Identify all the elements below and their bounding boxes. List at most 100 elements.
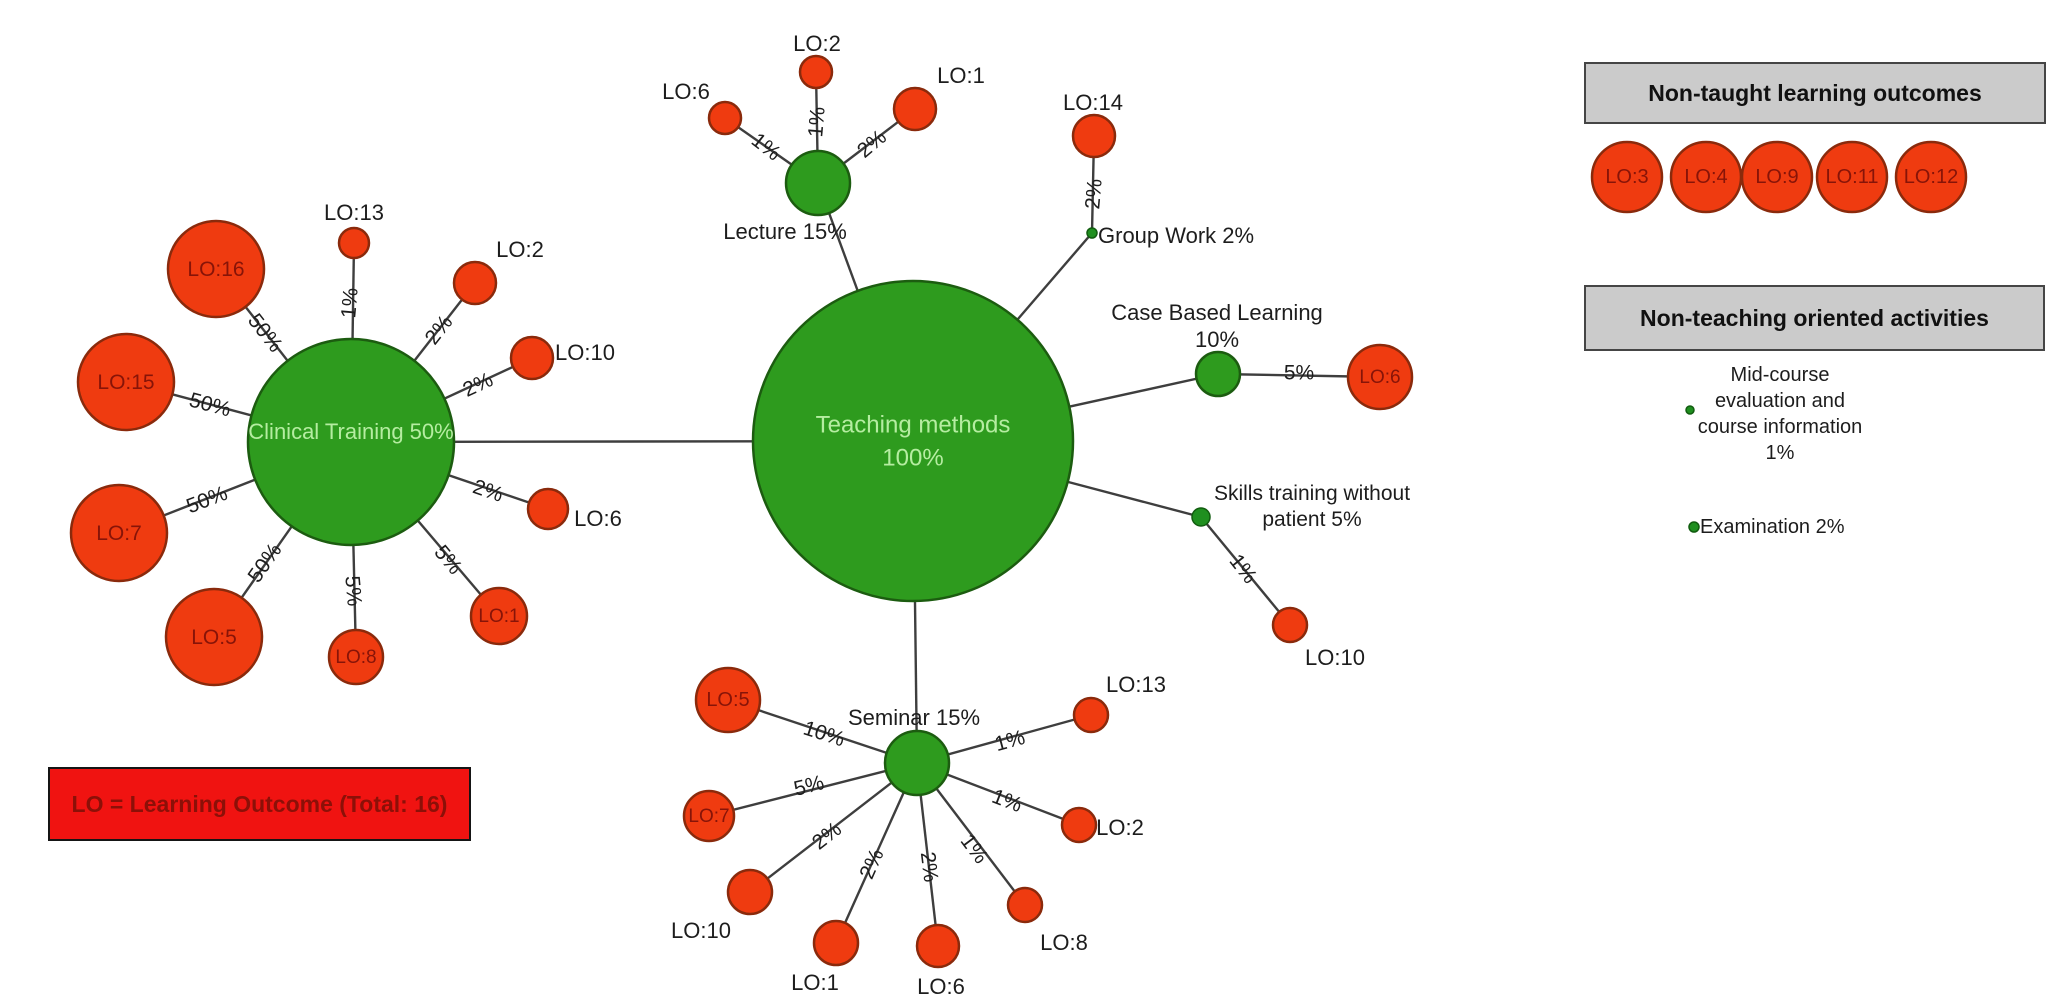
node-l1c — [812, 919, 860, 967]
node-l2c — [1060, 806, 1098, 844]
node-lec — [784, 149, 852, 217]
node-l5b — [694, 666, 762, 734]
non-teaching-header: Non-teaching oriented activities — [1584, 285, 2045, 351]
node-r12 — [1894, 140, 1968, 214]
label-case-based-learning-10: Case Based Learning 10% — [1111, 300, 1323, 352]
edge-label-1-4: 1% — [337, 287, 363, 319]
label-lo-6-3: LO:6 — [574, 506, 622, 531]
node-l7b — [682, 789, 736, 843]
edge-label-50-2: 50% — [183, 482, 230, 519]
node-label-l7a: LO:7 — [96, 522, 142, 545]
edge-label-1-22: 1% — [989, 785, 1026, 817]
node-l7a — [69, 483, 169, 583]
node-label-l7b: LO:7 — [688, 806, 729, 827]
node-label-l15: LO:15 — [97, 371, 154, 394]
edge-label-1-21: 1% — [956, 830, 993, 868]
lo-legend-box: LO = Learning Outcome (Total: 16) — [48, 767, 471, 841]
node-r9 — [1740, 140, 1814, 214]
node-mid — [1685, 405, 1695, 415]
node-skl — [1191, 507, 1211, 527]
node-label-r11: LO:11 — [1826, 166, 1879, 188]
node-l10c — [726, 868, 774, 916]
node-l8b — [1006, 886, 1044, 924]
node-label-l5a: LO:5 — [191, 626, 237, 649]
node-r11 — [1815, 140, 1889, 214]
label-lo-2-1: LO:2 — [496, 237, 544, 262]
node-label-l5b: LO:5 — [706, 689, 749, 711]
node-exm — [1688, 521, 1700, 533]
label-lo-6-4: LO:6 — [662, 79, 710, 104]
edge-label-2-20: 2% — [916, 851, 943, 884]
node-tm — [751, 279, 1075, 603]
edge-label-50-1: 50% — [187, 388, 234, 421]
edge-label-2-13: 2% — [1081, 178, 1107, 210]
node-label-tm: Teaching methods 100% — [816, 411, 1011, 471]
node-label-l8a: LO:8 — [335, 647, 376, 668]
node-label-l6c: LO:6 — [1359, 367, 1400, 388]
label-lecture-15-8: Lecture 15% — [723, 219, 847, 244]
node-l1b — [892, 86, 938, 132]
node-l13b — [1072, 696, 1110, 734]
node-cbl — [1194, 350, 1242, 398]
label-lo-8-17: LO:8 — [1040, 930, 1088, 955]
edge-label-1-23: 1% — [992, 726, 1027, 756]
label-lo-6-16: LO:6 — [917, 974, 965, 999]
label-lo-14-7: LO:14 — [1063, 90, 1123, 115]
label-skills-training-without-11: Skills training without patient 5% — [1214, 482, 1410, 531]
non-taught-header: Non-taught learning outcomes — [1584, 62, 2046, 124]
node-label-r3: LO:3 — [1605, 166, 1648, 188]
edge-label-5-14: 5% — [1284, 362, 1314, 385]
node-l1a — [469, 586, 529, 646]
edge-label-2-7: 2% — [470, 475, 506, 507]
node-l13a — [337, 226, 371, 260]
label-lo-1-6: LO:1 — [937, 63, 985, 88]
edge-label-50-3: 50% — [244, 539, 287, 587]
label-group-work-2-9: Group Work 2% — [1098, 223, 1254, 248]
node-r3 — [1590, 140, 1664, 214]
node-label-r4: LO:4 — [1684, 166, 1727, 188]
label-lo-2-18: LO:2 — [1096, 815, 1144, 840]
label-examination-2-21: Examination 2% — [1700, 516, 1845, 538]
lo-legend-label: LO = Learning Outcome (Total: 16) — [71, 790, 448, 817]
node-l6c — [1346, 343, 1414, 411]
edge-label-10-16: 10% — [800, 717, 847, 752]
node-l14 — [1071, 113, 1117, 159]
node-l10a — [509, 335, 555, 381]
node-label-l16: LO:16 — [187, 258, 244, 281]
label-mid-course-20: Mid-course evaluation and course informati… — [1698, 364, 1863, 464]
node-l15 — [76, 332, 176, 432]
node-l5a — [164, 587, 264, 687]
node-l10b — [1271, 606, 1309, 644]
non-teaching-header-label: Non-teaching oriented activities — [1640, 304, 1989, 331]
edge-label-2-5: 2% — [421, 311, 458, 349]
edge-sem-l7b — [708, 761, 918, 818]
node-l2b — [798, 54, 834, 90]
label-lo-2-5: LO:2 — [793, 31, 841, 56]
node-l6d — [915, 923, 961, 969]
edge-label-5-8: 5% — [429, 541, 466, 579]
node-sem — [883, 729, 951, 797]
edge-label-50-0: 50% — [243, 309, 287, 356]
non-taught-header-label: Non-taught learning outcomes — [1648, 79, 1982, 106]
edge-sem-l10c — [749, 762, 918, 893]
node-l2a — [452, 260, 498, 306]
label-lo-10-12: LO:10 — [1305, 645, 1365, 670]
node-label-l1a: LO:1 — [478, 606, 519, 627]
label-lo-10-2: LO:10 — [555, 340, 615, 365]
node-l6a — [526, 487, 570, 531]
edge-label-2-6: 2% — [459, 368, 496, 402]
label-lo-13-0: LO:13 — [324, 200, 384, 225]
edge-label-1-10: 1% — [747, 129, 785, 166]
label-seminar-15-13: Seminar 15% — [848, 705, 980, 730]
node-l16 — [166, 219, 266, 319]
edge-label-1-11: 1% — [804, 106, 830, 138]
node-l8a — [327, 628, 385, 686]
node-label-r9: LO:9 — [1755, 166, 1798, 188]
node-label-r12: LO:12 — [1904, 166, 1958, 188]
label-lo-1-15: LO:1 — [791, 970, 839, 995]
node-l6b — [707, 100, 743, 136]
node-grp — [1086, 227, 1098, 239]
edge-skl-l10b — [1200, 516, 1291, 626]
